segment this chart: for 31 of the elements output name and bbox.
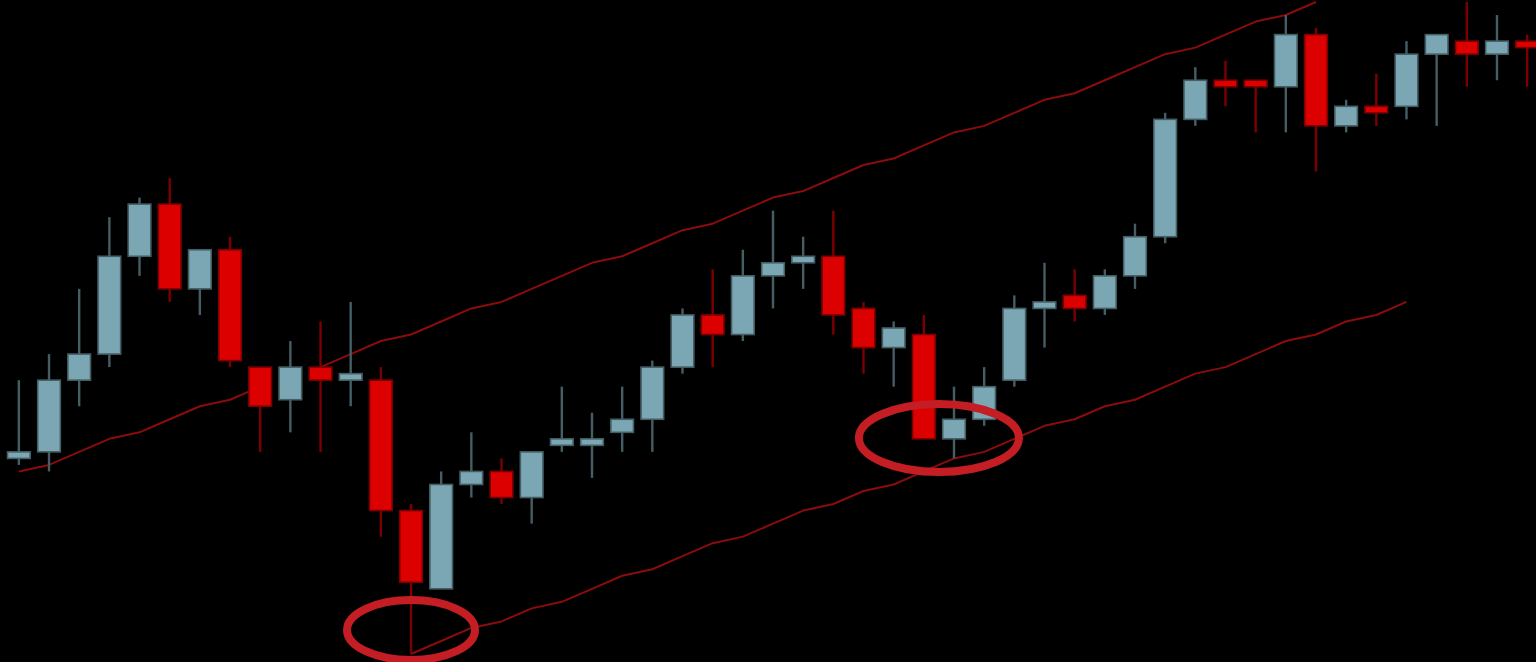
candlestick bbox=[67, 287, 92, 408]
candlestick bbox=[851, 300, 876, 375]
candlestick bbox=[579, 411, 605, 480]
candlestick bbox=[489, 457, 514, 506]
candlestick bbox=[459, 431, 484, 499]
candlestick bbox=[6, 378, 31, 467]
candlestick bbox=[1484, 13, 1510, 82]
candlestick bbox=[1454, 0, 1479, 88]
candlestick bbox=[1183, 66, 1208, 128]
candlestick bbox=[760, 209, 786, 310]
candlestick bbox=[610, 385, 635, 454]
candlestick bbox=[338, 300, 363, 408]
candlestick bbox=[1424, 33, 1449, 128]
candlestick bbox=[1032, 261, 1057, 349]
candlestick bbox=[700, 268, 725, 369]
candlestick bbox=[1062, 268, 1087, 323]
candlestick bbox=[308, 320, 333, 454]
candlestick bbox=[519, 450, 544, 525]
candlestick bbox=[1092, 268, 1117, 317]
candlestick bbox=[1334, 98, 1359, 134]
candlestick bbox=[1213, 59, 1238, 108]
candlestick bbox=[278, 339, 303, 434]
candlestick bbox=[791, 235, 816, 291]
candlestick bbox=[248, 365, 273, 454]
candlestick bbox=[187, 248, 212, 317]
candlestick bbox=[1122, 222, 1148, 291]
candlestick bbox=[1243, 79, 1268, 134]
candlestick bbox=[1364, 72, 1389, 128]
candlestick bbox=[549, 385, 574, 454]
candlestick bbox=[881, 320, 906, 388]
candlestick bbox=[941, 385, 967, 460]
